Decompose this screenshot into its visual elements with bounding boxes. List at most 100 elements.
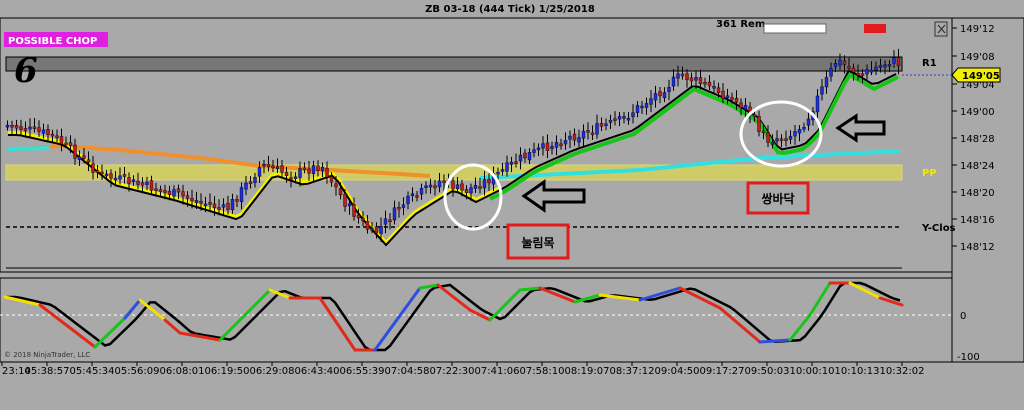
candle <box>698 77 703 84</box>
candle <box>113 177 118 181</box>
pullback-label: 눌림목 <box>521 236 554 250</box>
candle <box>257 167 262 177</box>
candle <box>869 69 874 73</box>
candle <box>262 163 266 167</box>
candle <box>176 188 181 193</box>
chart-title: ZB 03-18 (444 Tick) 1/25/2018 <box>425 4 595 15</box>
candle <box>626 117 631 121</box>
candle <box>280 165 284 173</box>
osc-segment <box>518 286 542 292</box>
candle <box>734 98 739 103</box>
current-price-marker: 149'05 <box>951 67 1001 83</box>
close-panel-icon[interactable] <box>934 21 948 37</box>
candle <box>163 190 167 193</box>
candle <box>622 116 626 119</box>
candle <box>352 204 356 217</box>
pullback-arrow <box>521 179 586 213</box>
osc-main-line <box>3 281 904 352</box>
candle <box>50 133 55 137</box>
candle <box>392 207 397 221</box>
osc-segment <box>878 296 904 307</box>
candle <box>770 142 775 145</box>
candle <box>374 226 379 234</box>
candle <box>329 176 334 183</box>
time-tick: 07:41:06 <box>475 366 520 377</box>
candle <box>239 187 244 202</box>
candle <box>320 166 325 172</box>
candle <box>334 183 338 188</box>
candle <box>140 182 145 186</box>
candle <box>109 173 113 179</box>
candle <box>851 67 856 73</box>
time-tick: 06:08:01 <box>160 366 205 377</box>
candle <box>878 65 883 68</box>
candle <box>460 183 464 191</box>
candle <box>37 127 41 132</box>
candle <box>496 171 500 175</box>
candle <box>833 62 838 68</box>
osc-segment <box>488 288 522 322</box>
time-tick: 05:38:57 <box>25 366 70 377</box>
osc-segment <box>3 295 42 307</box>
candle <box>158 189 163 192</box>
osc-segment <box>678 286 722 310</box>
candle <box>302 167 307 171</box>
candle <box>577 137 581 143</box>
candle <box>208 202 212 205</box>
candle <box>244 182 248 190</box>
osc-segment <box>218 288 272 342</box>
candle <box>820 86 824 95</box>
candle <box>172 189 176 197</box>
svg-text:149'05: 149'05 <box>962 71 1000 82</box>
candle <box>590 132 595 135</box>
candle <box>838 59 842 66</box>
candle <box>509 161 514 165</box>
candle <box>856 72 860 76</box>
candle <box>505 162 509 172</box>
candle <box>235 199 239 202</box>
candle <box>775 138 779 142</box>
candle <box>23 128 28 132</box>
candle <box>739 102 743 108</box>
candle <box>104 173 109 177</box>
candle <box>644 103 649 108</box>
candle <box>433 185 437 189</box>
candle <box>118 175 122 180</box>
candle <box>221 204 226 208</box>
badge-text: POSSIBLE CHOP <box>8 36 97 47</box>
osc-segment <box>848 281 882 300</box>
time-tick: 06:43:40 <box>295 366 340 377</box>
osc-segment <box>373 286 422 352</box>
candle <box>532 149 536 153</box>
candle <box>658 91 662 97</box>
candle <box>406 195 410 204</box>
candle <box>32 126 37 129</box>
candle <box>14 125 19 129</box>
big-number: 6 <box>14 51 38 91</box>
candle <box>689 77 694 82</box>
progress-red <box>864 24 886 33</box>
time-tick: 08:37:12 <box>610 366 655 377</box>
candle <box>190 198 194 202</box>
candle <box>604 123 608 126</box>
osc-tick-minus100: -100 <box>957 352 980 363</box>
candle <box>253 177 257 183</box>
candle <box>361 217 365 221</box>
candle <box>680 73 685 77</box>
osc-segment <box>758 338 792 344</box>
candle <box>383 218 388 225</box>
time-tick: 09:17:27 <box>700 366 745 377</box>
candle <box>271 165 275 169</box>
osc-segment <box>138 298 167 322</box>
price-tick: 149'12 <box>960 24 995 35</box>
osc-segment <box>178 331 222 342</box>
price-axis: 149'12 149'08 149'04 149'00 148'28 148'24 148'… <box>952 24 995 253</box>
time-tick: 08:19:07 <box>565 366 610 377</box>
time-tick: 05:56:09 <box>115 366 160 377</box>
candle <box>338 188 343 196</box>
candle <box>343 194 347 207</box>
candle <box>608 119 613 123</box>
candle <box>149 180 154 191</box>
